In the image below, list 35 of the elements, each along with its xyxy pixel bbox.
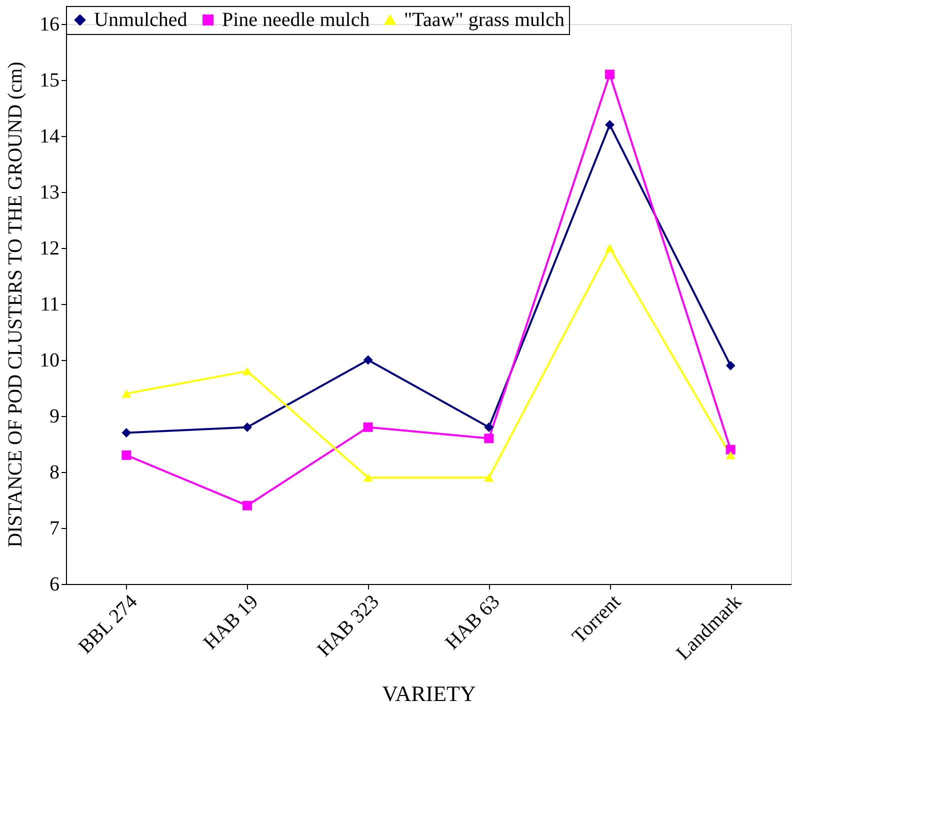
y-tick-label: 15 [40,70,60,92]
point [726,360,736,370]
y-tick-label: 12 [40,238,60,260]
point [242,422,252,432]
legend-label: "Taaw" grass mulch [404,9,564,31]
point [605,120,614,130]
point [605,244,614,252]
legend-label: Pine needle mulch [222,9,370,31]
x-axis-title: VARIETY [382,680,476,706]
point [484,434,494,444]
y-tick-label: 14 [40,126,60,148]
point [605,70,614,80]
y-tick-label: 13 [40,182,60,204]
point [726,451,736,460]
point [242,500,252,510]
point [122,428,132,438]
point [363,355,373,365]
y-tick-label: 8 [50,462,60,484]
legend-label: Unmulched [94,9,188,31]
y-tick-label: 16 [40,14,60,36]
y-tick-label: 9 [50,406,60,428]
point [484,422,494,432]
point [122,450,132,460]
y-tick-label: 6 [50,574,60,596]
point [242,367,252,376]
point [122,389,132,398]
y-tick-label: 7 [50,518,60,540]
point [363,473,373,482]
y-tick-label: 11 [40,294,60,316]
point [363,422,373,432]
y-axis-title: DISTANCE OF POD CLUSTERS TO THE GROUND (cm) [4,62,26,548]
x-tick-label: BBL 274 [74,590,142,658]
point [484,473,494,482]
y-tick-label: 10 [40,350,60,372]
point [726,444,736,454]
